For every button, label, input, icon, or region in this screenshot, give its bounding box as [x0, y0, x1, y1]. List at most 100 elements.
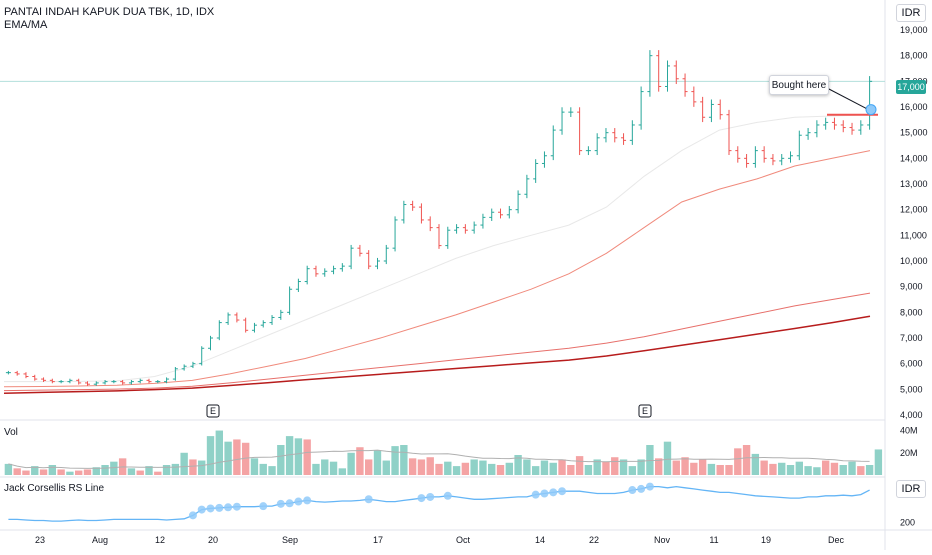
price-tick-label: 16,000: [900, 102, 928, 112]
rs-new-high-dot: [628, 486, 637, 495]
volume-bar: [241, 442, 250, 475]
time-tick-label: 14: [535, 535, 545, 545]
earnings-marker-box: [206, 404, 220, 418]
rs-new-high-dot: [215, 503, 224, 512]
volume-bar: [742, 445, 751, 475]
time-tick-label: 22: [589, 535, 599, 545]
volume-bar: [233, 439, 241, 475]
volume-bar: [48, 465, 57, 475]
price-tick-label: 18,000: [900, 51, 928, 61]
time-tick-label: 19: [761, 535, 771, 545]
volume-bar: [417, 459, 426, 475]
earnings-marker-label: E: [642, 406, 648, 416]
rs-currency-button[interactable]: IDR: [896, 480, 926, 498]
volume-bar: [180, 452, 188, 475]
volume-bar: [672, 460, 680, 475]
volume-bar: [760, 460, 768, 475]
time-tick-label: 11: [709, 535, 718, 545]
indicator-label: EMA/MA: [4, 19, 48, 31]
rs-new-high-dot: [531, 490, 540, 499]
volume-bar: [365, 459, 373, 475]
volume-bar: [655, 458, 663, 475]
currency-button[interactable]: IDR: [896, 4, 926, 22]
volume-bar: [101, 465, 109, 475]
price-tick-label: 19,000: [900, 25, 928, 35]
earnings-marker-box: [638, 404, 652, 418]
volume-bar: [189, 459, 197, 475]
rs-new-high-dot: [549, 488, 558, 497]
ema-line: [3, 315, 871, 394]
volume-bar: [821, 460, 830, 475]
volume-bar: [575, 456, 584, 475]
volume-bar: [294, 438, 303, 475]
volume-bar: [813, 467, 821, 475]
time-tick-label: 17: [373, 535, 383, 545]
volume-bar: [312, 463, 320, 475]
rs-new-high-dot: [197, 505, 206, 514]
volume-bar: [602, 461, 610, 475]
volume-bar: [628, 466, 637, 475]
rs-new-high-dot: [188, 511, 197, 520]
volume-bar: [154, 471, 162, 475]
volume-bar: [663, 441, 672, 475]
rs-new-high-dot: [294, 497, 303, 506]
volume-bar: [57, 469, 65, 475]
rs-new-high-dot: [224, 503, 233, 512]
volume-bar: [250, 458, 259, 475]
volume-bar: [857, 466, 865, 475]
volume-bar: [136, 470, 144, 475]
rs-new-high-dot: [285, 499, 294, 508]
volume-bar: [426, 457, 434, 475]
volume-bar: [769, 463, 777, 475]
rs-new-high-dot: [637, 484, 646, 493]
price-tick-label: 4,000: [900, 410, 923, 420]
volume-bar: [751, 453, 760, 475]
volume-bar: [31, 466, 39, 475]
volume-bar: [198, 460, 206, 475]
volume-label: Vol: [4, 427, 18, 438]
volume-bar: [707, 463, 716, 475]
volume-bar: [558, 459, 566, 475]
volume-bar: [171, 463, 180, 475]
rs-new-high-dot: [540, 489, 549, 498]
volume-bar: [514, 455, 522, 475]
time-tick-label: Nov: [654, 535, 671, 545]
volume-bar: [4, 463, 13, 475]
volume-bar: [874, 449, 883, 475]
volume-bar: [830, 462, 839, 475]
price-tick-label: 13,000: [900, 179, 928, 189]
volume-bar: [408, 458, 417, 475]
rs-line-label: Jack Corsellis RS Line: [4, 483, 105, 494]
price-tick-label: 10,000: [900, 256, 928, 266]
time-tick-label: 23: [35, 535, 45, 545]
volume-bar: [215, 430, 223, 475]
rs-new-high-dot: [206, 504, 215, 513]
rs-new-high-dot: [558, 487, 567, 496]
time-tick-label: Aug: [92, 535, 108, 545]
volume-bar: [839, 465, 847, 475]
volume-bar: [461, 462, 470, 475]
ema-line: [3, 292, 871, 392]
volume-bar: [400, 445, 408, 475]
volume-bar: [268, 466, 276, 475]
volume-bar: [523, 459, 531, 475]
time-tick-label: Sep: [282, 535, 298, 545]
volume-bar: [865, 465, 874, 475]
volume-bar: [567, 465, 575, 475]
time-tick-label: 12: [155, 535, 165, 545]
volume-bar: [356, 447, 364, 475]
volume-bar: [549, 462, 557, 475]
rs-new-high-dot: [426, 492, 435, 501]
volume-bar: [373, 450, 382, 475]
price-tick-label: 11,000: [900, 230, 927, 240]
volume-bar: [162, 465, 171, 475]
rs-new-high-dot: [276, 499, 285, 508]
rs-tick-label: 200: [900, 517, 915, 527]
volume-tick-label: 40M: [900, 426, 918, 436]
rs-new-high-dot: [417, 494, 426, 503]
rs-new-high-dot: [232, 502, 241, 511]
volume-bar: [795, 461, 803, 475]
volume-bar: [734, 448, 742, 475]
volume-bar: [347, 452, 355, 475]
